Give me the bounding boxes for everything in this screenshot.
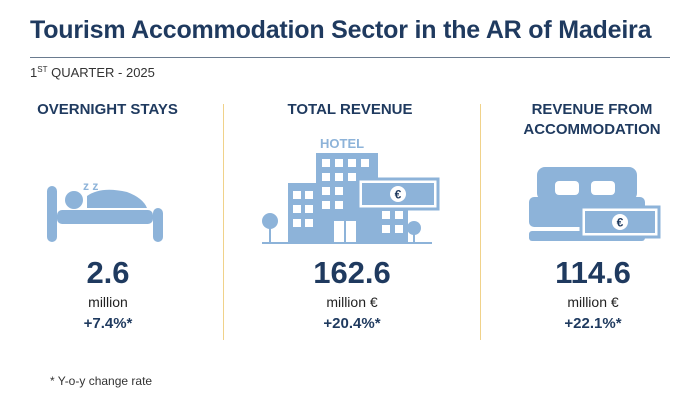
sleep-z-icon: z z <box>83 179 98 193</box>
overnight-stays-unit: million <box>88 294 128 310</box>
period-ordinal: 1 <box>30 65 38 80</box>
panel-heading: TOTAL REVENUE <box>240 100 460 120</box>
overnight-stays-value: 2.6 <box>86 255 130 290</box>
period-ordinal-suffix: ST <box>37 65 48 74</box>
double-bed-with-euro-banknote-icon: € <box>525 165 665 250</box>
panel-divider-right <box>480 104 481 340</box>
period-subtitle: 1ST QUARTER - 2025 <box>30 65 155 80</box>
overnight-stays-change: +7.4%* <box>83 315 133 332</box>
revenue-accommodation-heading-line2: ACCOMMODATION <box>523 121 661 138</box>
total-revenue-change: +20.4%* <box>323 315 381 332</box>
euro-symbol: € <box>617 216 624 230</box>
page-title: Tourism Accommodation Sector in the AR o… <box>30 16 652 44</box>
total-revenue-value: 162.6 <box>313 255 391 290</box>
panel-divider-left <box>223 104 224 340</box>
revenue-accommodation-unit: million € <box>567 294 619 310</box>
panel-heading: REVENUE FROM ACCOMMODATION <box>492 100 692 140</box>
total-revenue-heading: TOTAL REVENUE <box>287 101 413 118</box>
hotel-building-with-euro-banknote-icon: HOTEL <box>258 133 448 253</box>
revenue-accommodation-change: +22.1%* <box>564 315 622 332</box>
title-underline <box>30 57 670 58</box>
overnight-stays-heading: OVERNIGHT STAYS <box>37 101 178 118</box>
sleeping-person-in-bed-icon: z z <box>45 168 175 249</box>
revenue-accommodation-value: 114.6 <box>555 255 631 290</box>
footnote: * Y-o-y change rate <box>50 374 153 388</box>
period-text: QUARTER - 2025 <box>47 65 155 80</box>
euro-symbol: € <box>395 188 402 202</box>
total-revenue-unit: million € <box>326 294 378 310</box>
panel-heading: OVERNIGHT STAYS <box>0 100 215 120</box>
hotel-sign-text: HOTEL <box>320 136 364 151</box>
revenue-accommodation-heading-line1: REVENUE FROM <box>531 101 653 118</box>
